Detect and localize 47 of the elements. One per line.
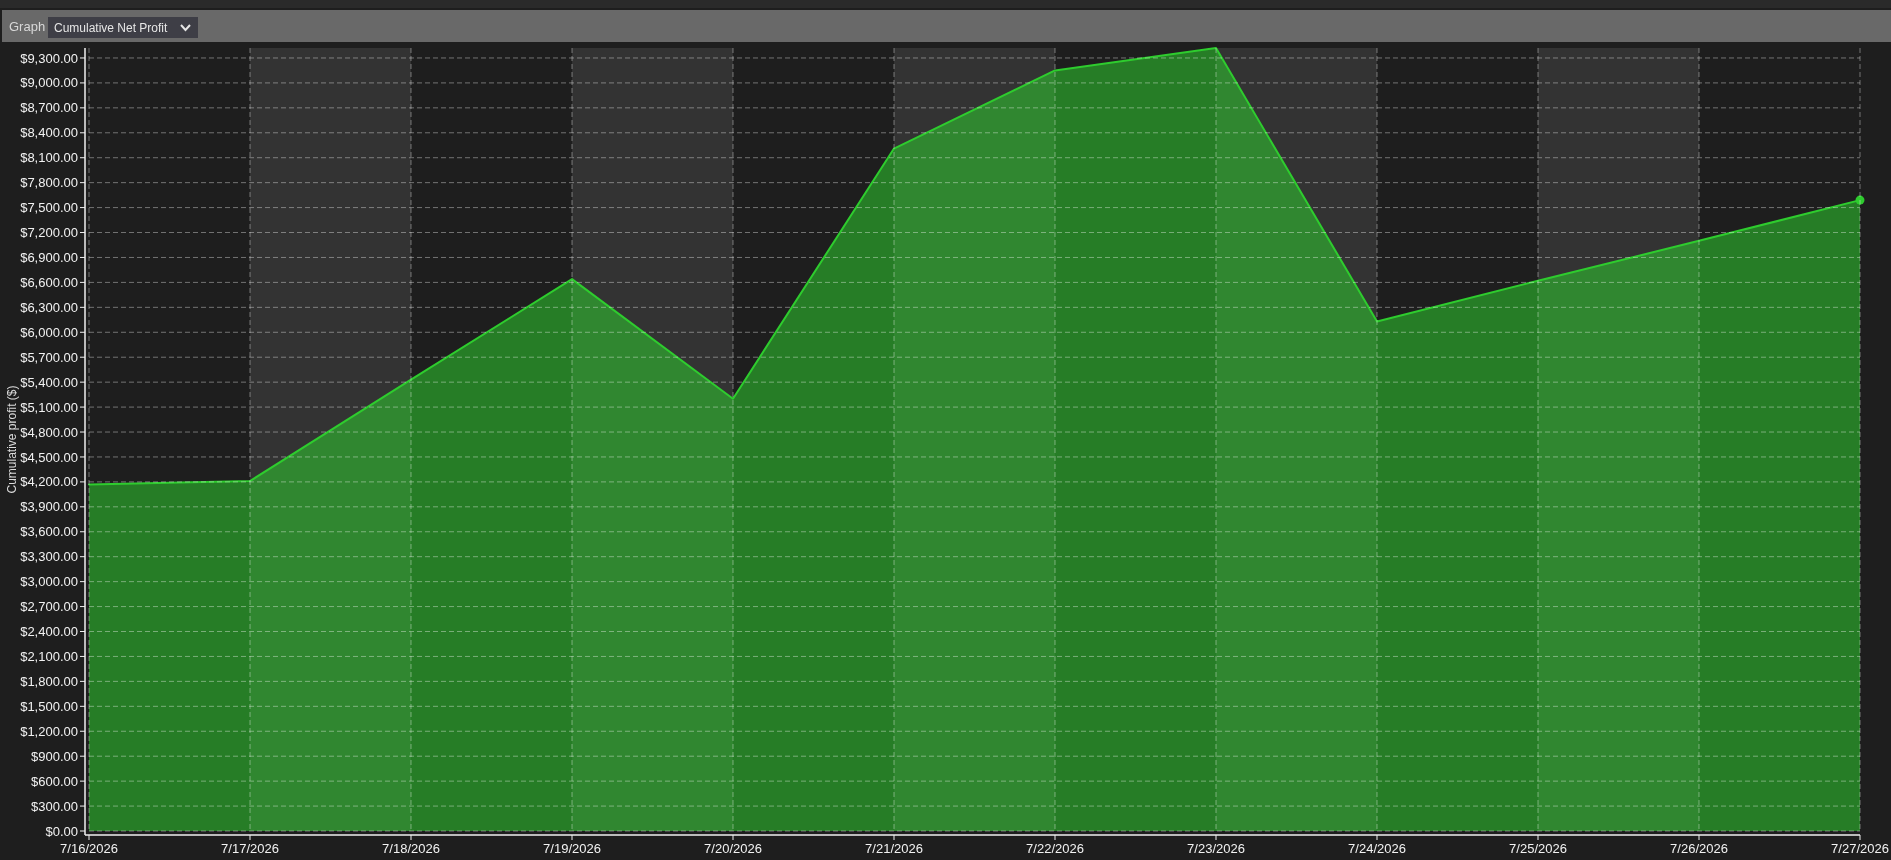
y-tick-label: $6,600.00 <box>20 274 78 290</box>
y-tick-label: $5,700.00 <box>20 349 78 365</box>
y-tick-label: $7,500.00 <box>20 200 78 216</box>
y-tick-label: $8,700.00 <box>20 100 78 116</box>
x-tick-label: 7/27/2026 <box>1831 841 1889 856</box>
y-tick-label: $9,300.00 <box>20 50 78 66</box>
y-tick-label: $4,200.00 <box>20 474 78 490</box>
y-tick-label: $8,100.00 <box>20 150 78 166</box>
y-tick-label: $2,400.00 <box>20 624 78 640</box>
text: Graph <box>9 19 46 34</box>
y-tick-label: $0.00 <box>45 823 78 839</box>
y-tick-label: $5,100.00 <box>20 399 78 415</box>
y-tick-label: $1,200.00 <box>20 723 78 739</box>
y-tick-label: $1,800.00 <box>20 673 78 689</box>
y-tick-label: $7,800.00 <box>20 175 78 191</box>
y-tick-label: $6,300.00 <box>20 299 78 315</box>
y-tick-label: $3,300.00 <box>20 549 78 565</box>
y-tick-label: $8,400.00 <box>20 125 78 141</box>
x-tick-label: 7/22/2026 <box>1026 841 1084 856</box>
x-tick-label: 7/17/2026 <box>221 841 279 856</box>
chart-title: Cumulative Net Profit <box>54 21 169 35</box>
y-tick-label: $9,000.00 <box>20 75 78 91</box>
x-tick-label: 7/24/2026 <box>1348 841 1406 856</box>
x-tick-label: 7/18/2026 <box>382 841 440 856</box>
y-tick-label: $3,600.00 <box>20 524 78 540</box>
y-tick-label: $300.00 <box>31 798 78 814</box>
y-tick-label: $3,000.00 <box>20 574 78 590</box>
y-tick-label: $2,700.00 <box>20 599 78 615</box>
y-tick-label: $7,200.00 <box>20 225 78 241</box>
x-tick-label: 7/19/2026 <box>543 841 601 856</box>
y-tick-label: $5,400.00 <box>20 374 78 390</box>
x-tick-label: 7/25/2026 <box>1509 841 1567 856</box>
y-tick-label: $900.00 <box>31 748 78 764</box>
x-tick-label: 7/20/2026 <box>704 841 762 856</box>
x-tick-label: 7/26/2026 <box>1670 841 1728 856</box>
y-tick-label: $600.00 <box>31 773 78 789</box>
x-tick-label: 7/23/2026 <box>1187 841 1245 856</box>
y-tick-label: $6,900.00 <box>20 250 78 266</box>
x-tick-label: 7/16/2026 <box>60 841 118 856</box>
y-tick-label: $4,500.00 <box>20 449 78 465</box>
y-tick-label: $6,000.00 <box>20 324 78 340</box>
y-tick-label: $3,900.00 <box>20 499 78 515</box>
y-tick-label: $4,800.00 <box>20 424 78 440</box>
x-tick-label: 7/21/2026 <box>865 841 923 856</box>
y-tick-label: $2,100.00 <box>20 649 78 664</box>
y-tick-label: $1,500.00 <box>20 698 78 714</box>
y-axis-title: Cumulative profit ($) <box>5 385 19 494</box>
